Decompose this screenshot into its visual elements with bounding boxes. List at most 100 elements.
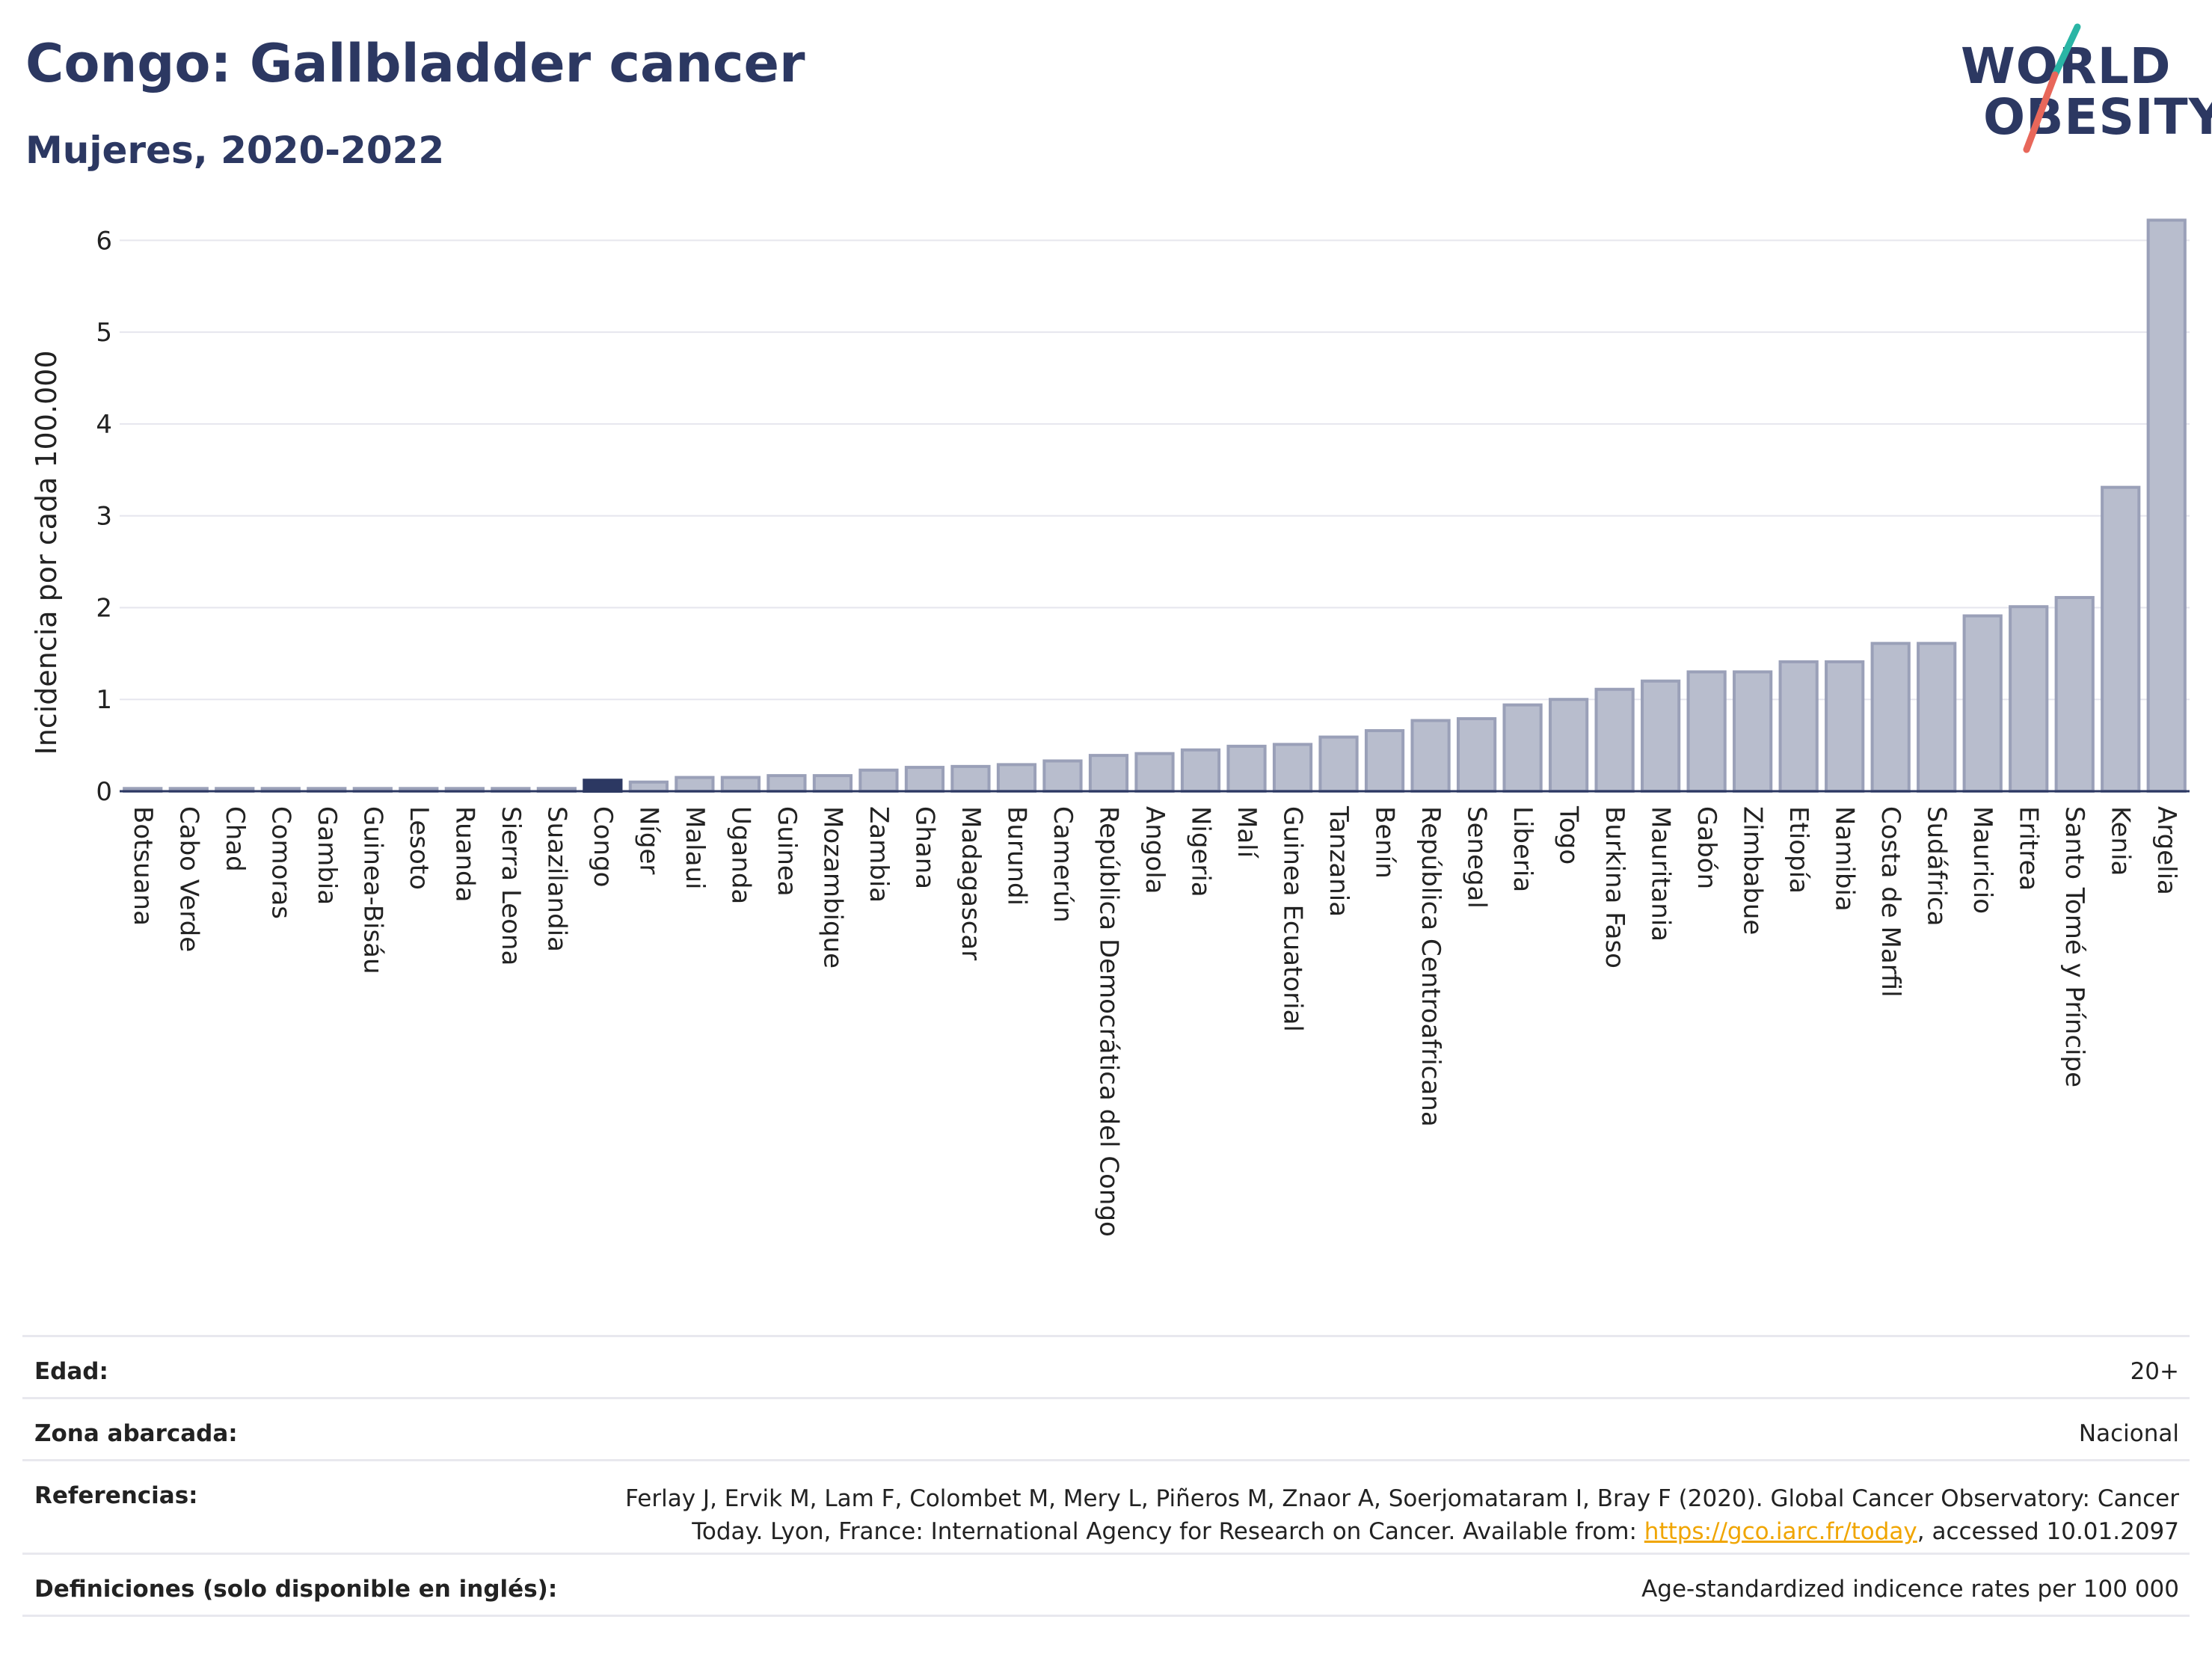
bar <box>950 764 991 793</box>
references-line-2-pre: Today. Lyon, France: International Agenc… <box>692 1518 1644 1545</box>
x-tick-label: Níger <box>633 806 663 874</box>
references-line-2-post: , accessed 10.01.2097 <box>1917 1518 2179 1545</box>
info-table-bottom-border <box>22 1615 2190 1617</box>
x-tick-label: Mauricio <box>1967 806 1997 914</box>
bar <box>1456 717 1497 793</box>
x-tick-label: Kenia <box>2106 806 2136 876</box>
x-tick-label: Botsuana <box>128 806 158 926</box>
age-label: Edad: <box>34 1358 108 1385</box>
x-tick-label: Sierra Leona <box>496 806 526 965</box>
area-value: Nacional <box>2078 1420 2179 1447</box>
bar <box>1134 752 1175 793</box>
x-tick-label: Nigeria <box>1186 806 1216 897</box>
x-tick-label: Madagascar <box>956 806 986 960</box>
bar <box>1962 614 2003 793</box>
info-table: Edad: 20+ Zona abarcada: Nacional Refere… <box>22 1335 2190 1617</box>
bar <box>2009 605 2049 793</box>
bar <box>1548 698 1589 793</box>
x-tick-label: Etiopía <box>1784 806 1813 894</box>
bar <box>583 779 623 793</box>
bar <box>1594 687 1635 793</box>
bar <box>1641 679 1681 793</box>
definitions-value: Age-standardized indicence rates per 100… <box>1641 1576 2179 1603</box>
y-tick-label: 4 <box>96 410 112 440</box>
x-tick-label: Guinea <box>772 806 802 897</box>
x-tick-label: Burkina Faso <box>1600 806 1629 968</box>
x-tick-label: Suazilandia <box>541 806 571 952</box>
x-tick-label: Mozambique <box>817 806 847 968</box>
x-tick-label: República Democrática del Congo <box>1093 806 1123 1237</box>
x-tick-label: Mauritania <box>1646 806 1676 942</box>
bar <box>1825 660 1865 793</box>
x-tick-label: Gambia <box>312 806 342 905</box>
bar <box>1042 759 1083 793</box>
y-tick-label: 1 <box>96 685 112 715</box>
x-tick-label: Argelia <box>2151 806 2181 895</box>
bar <box>1318 735 1359 793</box>
x-tick-label: Sudáfrica <box>1922 806 1952 926</box>
info-row-definitions: Definiciones (solo disponible en inglés)… <box>22 1553 2190 1615</box>
x-tick-label: Uganda <box>725 806 755 904</box>
bar <box>1410 719 1451 793</box>
x-tick-label: Malaui <box>680 806 710 889</box>
y-tick-label: 5 <box>96 318 112 348</box>
info-row-references: Referencias: Ferlay J, Ervik M, Lam F, C… <box>22 1459 2190 1553</box>
bar <box>1733 670 1773 793</box>
bar <box>1870 642 1911 793</box>
bar <box>2101 485 2141 793</box>
references-value: Ferlay J, Ervik M, Lam F, Colombet M, Me… <box>625 1482 2179 1548</box>
x-tick-label: Costa de Marfil <box>1875 806 1905 998</box>
logo-line-2: OBESITY <box>1983 88 2212 146</box>
definitions-label: Definiciones (solo disponible en inglés)… <box>34 1576 558 1603</box>
bar-chart: 0 1 2 3 4 5 6 Incidencia por cada 100.000 Botsua… <box>30 218 2190 1237</box>
references-link[interactable]: https://gco.iarc.fr/today <box>1644 1518 1917 1545</box>
age-value: 20+ <box>2130 1358 2179 1385</box>
y-tick-label: 6 <box>96 226 112 256</box>
x-tick-label: Senegal <box>1462 806 1492 909</box>
bar <box>720 776 761 793</box>
x-tick-label: Liberia <box>1508 806 1537 892</box>
x-tick-label: Cabo Verde <box>173 806 203 952</box>
bar <box>1364 728 1405 793</box>
bar <box>675 776 715 793</box>
x-tick-label: Tanzania <box>1324 805 1354 917</box>
bar <box>996 763 1037 793</box>
x-tick-label: Guinea-Bisáu <box>357 806 387 974</box>
bar <box>628 780 669 793</box>
bar <box>858 768 899 793</box>
bar <box>1180 748 1221 793</box>
bar <box>1686 670 1727 793</box>
x-tick-label: Ruanda <box>449 806 479 902</box>
x-tick-label: Eritrea <box>2014 806 2044 891</box>
x-tick-label: Angola <box>1140 806 1170 894</box>
bar <box>1917 642 1957 793</box>
y-tick-label: 0 <box>96 777 112 807</box>
bar <box>1226 744 1267 793</box>
page-subtitle: Mujeres, 2020-2022 <box>25 129 445 172</box>
y-tick-label: 3 <box>96 502 112 532</box>
page-title: Congo: Gallbladder cancer <box>25 33 805 94</box>
bar <box>904 766 945 793</box>
x-tick-label: Zambia <box>864 806 894 903</box>
x-tick-label: Benín <box>1370 806 1400 879</box>
x-tick-label: Burundi <box>1001 806 1031 906</box>
bar <box>2054 595 2095 793</box>
bar <box>766 774 807 793</box>
x-tick-label: Guinea Ecuatorial <box>1278 806 1308 1032</box>
x-tick-label: Lesoto <box>404 806 434 890</box>
world-obesity-logo: WORLD OBESITY <box>1944 21 2212 163</box>
x-tick-label: Gabón <box>1692 806 1721 889</box>
references-label: Referencias: <box>34 1482 198 1509</box>
bar <box>812 774 853 793</box>
bar <box>2146 218 2187 793</box>
x-tick-label: Ghana <box>909 806 939 889</box>
area-label: Zona abarcada: <box>34 1420 238 1447</box>
y-tick-label: 2 <box>96 593 112 623</box>
x-tick-label: Camerún <box>1048 806 1078 923</box>
info-row-age: Edad: 20+ <box>22 1335 2190 1397</box>
x-tick-label: Malí <box>1232 806 1262 859</box>
x-tick-label: Togo <box>1554 805 1584 865</box>
x-tick-label: Zimbabue <box>1738 806 1768 935</box>
x-tick-label: Congo <box>588 806 618 887</box>
bar <box>1502 703 1543 793</box>
